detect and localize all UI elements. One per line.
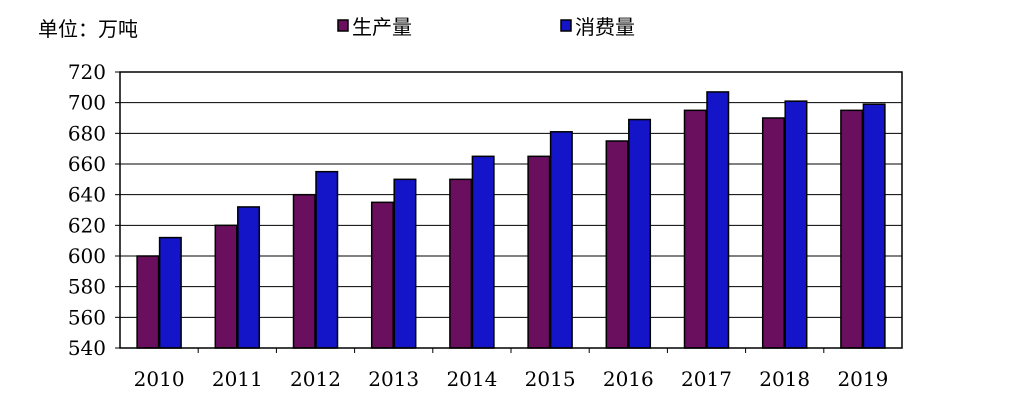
- bar-production-2011: [214, 224, 238, 349]
- bar-production-2010: [136, 255, 160, 349]
- bar-consumption-2018: [784, 100, 808, 349]
- bar-consumption-2019: [862, 103, 886, 349]
- bar-consumption-2016: [628, 118, 652, 349]
- bar-production-2017: [683, 109, 707, 349]
- y-tick-label: 660: [68, 152, 106, 176]
- legend-swatch-production: [337, 19, 349, 32]
- y-tick-label: 540: [68, 336, 106, 360]
- bar-consumption-2010: [158, 236, 182, 349]
- bar-production-2013: [370, 201, 394, 349]
- x-tick-label: 2017: [681, 367, 732, 391]
- bar-production-2012: [292, 193, 316, 349]
- bar-consumption-2013: [393, 178, 417, 349]
- x-tick-label: 2013: [368, 367, 419, 391]
- y-tick-label: 720: [68, 60, 106, 84]
- bar-production-2019: [840, 109, 864, 349]
- bar-production-2015: [527, 155, 551, 349]
- legend: 生产量 消费量: [337, 15, 635, 39]
- bar-production-2014: [449, 178, 473, 349]
- x-tick-label: 2016: [603, 367, 654, 391]
- x-tick-label: 2010: [134, 367, 185, 391]
- bars: [136, 91, 886, 349]
- legend-label-consumption: 消费量: [575, 15, 635, 39]
- bar-consumption-2011: [237, 206, 261, 349]
- x-tick-label: 2014: [446, 367, 497, 391]
- x-tick-label: 2015: [525, 367, 576, 391]
- y-axis-ticks: 720 700 680 660 640 620 600 580 560 540: [68, 60, 120, 360]
- bar-consumption-2015: [549, 131, 573, 349]
- x-tick-label: 2019: [837, 367, 888, 391]
- unit-label: 单位：万吨: [38, 17, 138, 41]
- bar-consumption-2014: [471, 155, 495, 349]
- y-tick-label: 600: [68, 244, 106, 268]
- bar-consumption-2012: [315, 170, 339, 349]
- x-axis-ticks: 2010 2011 2012 2013 2014 2015 2016 2017 2018 2019: [134, 348, 888, 391]
- bar-production-2016: [605, 140, 629, 349]
- y-tick-label: 640: [68, 183, 106, 207]
- bar-production-2018: [761, 117, 785, 349]
- x-tick-label: 2012: [290, 367, 341, 391]
- legend-swatch-consumption: [560, 19, 572, 32]
- y-tick-label: 680: [68, 121, 106, 145]
- y-tick-label: 620: [68, 213, 106, 237]
- legend-label-production: 生产量: [352, 15, 412, 39]
- y-tick-label: 700: [68, 91, 106, 115]
- y-tick-label: 560: [68, 305, 106, 329]
- bar-consumption-2017: [706, 91, 730, 349]
- x-tick-label: 2018: [759, 367, 810, 391]
- x-tick-label: 2011: [212, 367, 263, 391]
- y-tick-label: 580: [68, 275, 106, 299]
